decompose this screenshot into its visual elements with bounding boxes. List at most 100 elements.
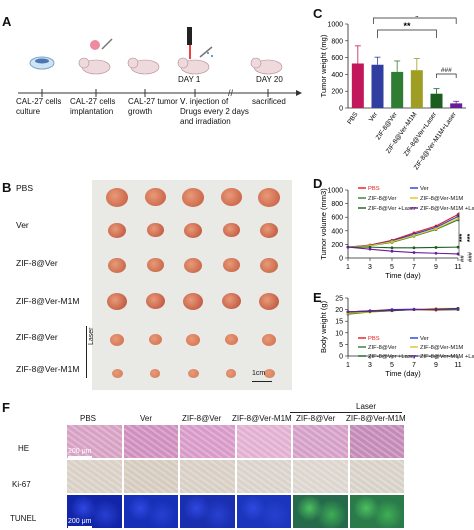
annotation: ## bbox=[460, 255, 466, 262]
y-tick-label: 800 bbox=[331, 38, 343, 45]
histology-panel: Laser PBS Ver ZIF-8@Ver ZIF-8@Ver-M1M ZI… bbox=[0, 402, 474, 530]
x-tick-label: 3 bbox=[368, 362, 372, 369]
y-axis-label: Body weight (g) bbox=[319, 300, 328, 353]
series-line bbox=[347, 218, 459, 248]
histology-image bbox=[292, 424, 349, 459]
photo-row-pbs: PBS bbox=[16, 183, 34, 193]
legend-label: Ver bbox=[420, 186, 429, 192]
tumor-specimen bbox=[184, 258, 202, 274]
tumor-specimen bbox=[258, 188, 280, 207]
photo-row-zifm-laser: ZIF-8@Ver-M1M bbox=[16, 364, 80, 374]
tumor-specimen bbox=[263, 369, 275, 379]
step-implantation: CAL-27 cells implantation bbox=[70, 97, 116, 116]
y-axis-label: Tumor volume (mm3) bbox=[319, 188, 328, 260]
legend-label: ZIF-8@Ver-M1M bbox=[420, 196, 463, 202]
histo-row-tunel: TUNEL bbox=[10, 514, 37, 523]
histology-image bbox=[292, 494, 349, 529]
panel-label-e: E bbox=[313, 290, 322, 305]
tumor-specimen bbox=[107, 293, 127, 310]
y-tick-label: 1000 bbox=[327, 22, 343, 29]
histo-row-ki67: Ki-67 bbox=[12, 480, 31, 489]
bar bbox=[351, 63, 364, 108]
bar bbox=[430, 93, 443, 108]
day20-label: DAY 20 bbox=[256, 75, 283, 84]
sig-label: ### bbox=[441, 67, 452, 74]
histology-image bbox=[122, 494, 179, 529]
histo-col-zif: ZIF-8@Ver bbox=[182, 414, 222, 423]
annotation: ### bbox=[468, 251, 474, 262]
x-tick-label: 11 bbox=[454, 264, 461, 271]
series-line bbox=[347, 307, 459, 313]
histology-image bbox=[66, 459, 123, 494]
data-point bbox=[346, 310, 350, 314]
x-tick-label: 1 bbox=[346, 362, 350, 369]
histology-image bbox=[179, 424, 236, 459]
sig-label: ** bbox=[403, 21, 411, 31]
photo-scale-label: 1cm bbox=[252, 370, 266, 377]
tumor-specimen bbox=[260, 223, 278, 239]
histology-image bbox=[66, 424, 123, 459]
x-tick-label: 9 bbox=[434, 264, 438, 271]
tumor-specimen bbox=[110, 334, 124, 346]
x-tick-label: 7 bbox=[412, 362, 416, 369]
y-tick-label: 0 bbox=[339, 354, 343, 361]
data-point bbox=[368, 247, 372, 251]
photo-row-zif-laser: ZIF-8@Ver bbox=[16, 332, 58, 342]
tumor-weight-chart: 0 200 400 600 800 1000 Tumor weight (mg) PBS Ver… bbox=[319, 16, 466, 171]
histology-image bbox=[122, 424, 179, 459]
tumor-specimen bbox=[148, 334, 162, 346]
bar bbox=[410, 70, 423, 108]
panel-label-a: A bbox=[2, 14, 12, 29]
laser-bracket bbox=[86, 326, 87, 378]
photo-row-zifm: ZIF-8@Ver-M1M bbox=[16, 296, 80, 306]
x-tick-label: 7 bbox=[412, 264, 416, 271]
cell-cluster-icon bbox=[90, 40, 100, 50]
category-label: PBS bbox=[346, 111, 360, 126]
photo-scale-bar bbox=[252, 381, 272, 382]
y-tick-label: 0 bbox=[339, 106, 343, 113]
tumor-specimen bbox=[183, 293, 203, 310]
histo-laser-bracket bbox=[290, 412, 402, 413]
legend-label: PBS bbox=[368, 186, 380, 192]
tumor-specimen bbox=[146, 223, 164, 238]
data-point bbox=[368, 245, 372, 249]
day1-label: DAY 1 bbox=[178, 75, 201, 84]
tumor-specimen bbox=[262, 334, 276, 346]
tumor-specimen bbox=[260, 258, 278, 274]
data-point bbox=[434, 307, 438, 311]
step-growth: CAL-27 tumor growth bbox=[128, 97, 178, 116]
step-sacrificed: sacrificed bbox=[252, 97, 286, 106]
tumor-specimen bbox=[186, 334, 200, 346]
histo-laser-label: Laser bbox=[356, 402, 377, 411]
histo-col-zifm-laser: ZIF-8@Ver-M1M bbox=[346, 414, 406, 423]
photo-row-zif: ZIF-8@Ver bbox=[16, 258, 58, 268]
body-weight-chart: 0 5 10 15 20 25 1 3 5 7 9 11 Time (day) Body weight (… bbox=[319, 296, 474, 379]
tumor-specimen bbox=[150, 369, 160, 378]
x-axis-label: Time (day) bbox=[385, 369, 421, 378]
data-point bbox=[412, 234, 416, 237]
tumor-specimen bbox=[259, 293, 279, 310]
histo-col-zif-laser: ZIF-8@Ver bbox=[296, 414, 336, 423]
sig-bracket bbox=[377, 29, 437, 38]
step-culture: CAL-27 cells culture bbox=[16, 97, 62, 116]
data-point bbox=[412, 308, 416, 311]
legend-label: ZIF-8@Ver-M1M bbox=[420, 345, 463, 351]
x-tick-label: 9 bbox=[434, 362, 438, 369]
x-tick-label: 3 bbox=[368, 264, 372, 271]
tumor-specimen bbox=[145, 293, 165, 310]
histology-image bbox=[348, 459, 405, 494]
panel-label-c: C bbox=[313, 6, 323, 21]
tumor-specimen bbox=[106, 188, 128, 207]
histo-scale-label: 200 μm bbox=[68, 448, 92, 455]
histo-col-zifm: ZIF-8@Ver-M1M bbox=[232, 414, 292, 423]
bar bbox=[391, 71, 404, 108]
tumor-volume-chart: 0 200 400 600 800 1000 1 3 5 7 9 11 Time (day) Tumor … bbox=[319, 186, 474, 280]
y-tick-label: 800 bbox=[331, 201, 343, 208]
legend-label: ZIF-8@Ver-M1M +Laser bbox=[420, 354, 474, 360]
histology-image bbox=[235, 494, 292, 529]
x-axis-label: Time (day) bbox=[385, 271, 421, 280]
y-tick-label: 25 bbox=[335, 296, 343, 303]
tumor-specimen bbox=[187, 369, 199, 379]
tumor-specimen bbox=[182, 188, 204, 207]
series-line bbox=[348, 246, 459, 249]
